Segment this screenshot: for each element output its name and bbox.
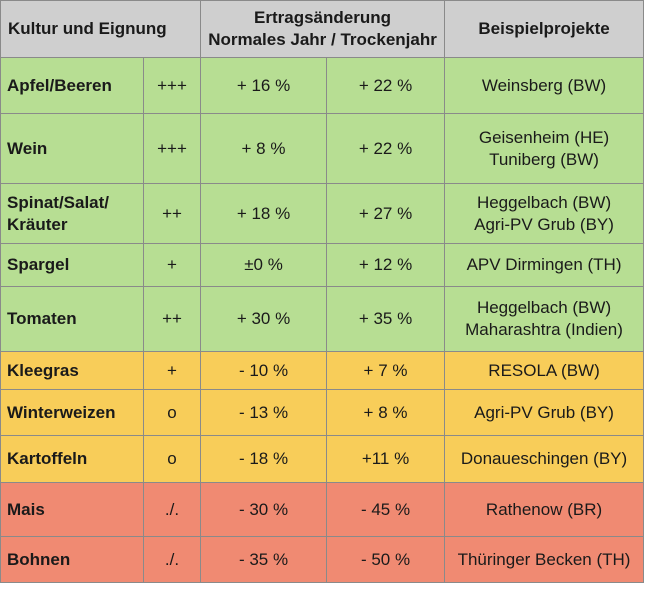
header-normal-year: Normales Jahr / [208, 30, 336, 49]
suitability-rating: ++ [142, 286, 202, 352]
example-project: Maharashtra (Indien) [465, 320, 623, 339]
header-change-title: Ertragsänderung [254, 8, 392, 27]
table-row: Bohnen ./. - 35 % - 50 % Thüringer Becken (T… [0, 536, 645, 583]
suitability-rating: + [142, 351, 202, 390]
table-row: Winterweizen o - 13 % + 8 % Agri-PV Grub (BY… [0, 389, 645, 436]
suitability-rating: +++ [142, 57, 202, 114]
header-row: Kultur und Eignung Ertragsänderung Norma… [0, 0, 645, 58]
crop-name-line: Winterweizen [7, 402, 116, 422]
crop-name-line: Tomaten [7, 309, 77, 328]
crop-name-line: Spinat/Salat/ [7, 192, 110, 212]
crop-name: Apfel/Beeren [0, 57, 144, 114]
table-row: Kartoffeln o - 18 % +11 % Donaueschingen (BY… [0, 435, 645, 483]
dry-year-change: + 22 % [326, 57, 446, 114]
normal-year-change: + 16 % [200, 57, 328, 114]
crop-name: Spargel [0, 243, 144, 287]
dry-year-change: + 7 % [326, 351, 446, 390]
normal-year-change: + 8 % [200, 113, 328, 184]
example-projects: RESOLA (BW) [444, 351, 645, 390]
example-projects: Agri-PV Grub (BY) [444, 389, 645, 436]
example-project: Thüringer Becken (TH) [457, 549, 631, 569]
crop-name-line: Apfel/Beeren [7, 75, 112, 95]
normal-year-change: - 35 % [200, 536, 328, 583]
example-projects: Donaueschingen (BY) [444, 435, 645, 483]
yield-table: Kultur und Eignung Ertragsänderung Norma… [0, 0, 645, 583]
example-projects: Weinsberg (BW) [444, 57, 645, 114]
normal-year-change: - 10 % [200, 351, 328, 390]
crop-name: Wein [0, 113, 144, 184]
example-project: Heggelbach (BW) [476, 298, 612, 317]
suitability-rating: ./. [142, 482, 202, 537]
table-row: Mais ./. - 30 % - 45 % Rathenow (BR) [0, 482, 645, 537]
header-culture: Kultur und Eignung [0, 0, 202, 58]
dry-year-change: + 22 % [326, 113, 446, 184]
example-project: Agri-PV Grub (BY) [474, 214, 614, 234]
header-years: Normales Jahr / Trockenjahr [201, 29, 444, 51]
example-project: Agri-PV Grub (BY) [474, 402, 614, 422]
example-project: Geisenheim (HE) [478, 127, 610, 147]
crop-name-line: Kräuter [7, 214, 68, 234]
example-project: APV Dirmingen (TH) [466, 255, 622, 274]
crop-name: Mais [0, 482, 144, 537]
example-project: Tuniberg (BW) [489, 149, 599, 169]
suitability-rating: +++ [142, 113, 202, 184]
example-projects: Thüringer Becken (TH) [444, 536, 645, 583]
suitability-rating: o [142, 435, 202, 483]
example-projects: APV Dirmingen (TH) [444, 243, 645, 287]
example-project: Donaueschingen (BY) [460, 449, 628, 468]
example-project: Heggelbach (BW) [476, 192, 612, 212]
dry-year-change: + 35 % [326, 286, 446, 352]
crop-name: Tomaten [0, 286, 144, 352]
example-projects: Heggelbach (BW) Maharashtra (Indien) [444, 286, 645, 352]
table-body: Apfel/Beeren +++ + 16 % + 22 % Weinsberg (BW… [0, 57, 645, 583]
crop-name: Spinat/Salat/Kräuter [0, 183, 144, 244]
dry-year-change: + 12 % [326, 243, 446, 287]
table-row: Wein +++ + 8 % + 22 % Geisenheim (HE) Tuniber… [0, 113, 645, 184]
suitability-rating: ./. [142, 536, 202, 583]
crop-name: Winterweizen [0, 389, 144, 436]
example-projects: Heggelbach (BW) Agri-PV Grub (BY) [444, 183, 645, 244]
dry-year-change: + 27 % [326, 183, 446, 244]
crop-name-line: Bohnen [7, 549, 71, 569]
table-row: Apfel/Beeren +++ + 16 % + 22 % Weinsberg (BW… [0, 57, 645, 114]
table-row: Tomaten ++ + 30 % + 35 % Heggelbach (BW) Maha… [0, 286, 645, 352]
crop-name: Kleegras [0, 351, 144, 390]
normal-year-change: + 18 % [200, 183, 328, 244]
example-projects: Rathenow (BR) [444, 482, 645, 537]
dry-year-change: +11 % [326, 435, 446, 483]
example-project: RESOLA (BW) [488, 360, 600, 380]
normal-year-change: ±0 % [200, 243, 328, 287]
example-project: Rathenow (BR) [485, 499, 603, 519]
table-row: Spinat/Salat/Kräuter ++ + 18 % + 27 % Heggel… [0, 183, 645, 244]
dry-year-change: - 50 % [326, 536, 446, 583]
crop-name-line: Kleegras [7, 360, 79, 380]
table-row: Spargel + ±0 % + 12 % APV Dirmingen (TH) [0, 243, 645, 287]
suitability-rating: o [142, 389, 202, 436]
crop-name-line: Kartoffeln [7, 449, 88, 468]
dry-year-change: + 8 % [326, 389, 446, 436]
normal-year-change: - 18 % [200, 435, 328, 483]
header-yield-change: Ertragsänderung Normales Jahr / Trockenj… [200, 0, 446, 58]
example-project: Weinsberg (BW) [481, 75, 607, 95]
suitability-rating: ++ [142, 183, 202, 244]
crop-name: Bohnen [0, 536, 144, 583]
crop-name-line: Mais [7, 499, 45, 519]
normal-year-change: + 30 % [200, 286, 328, 352]
crop-name: Kartoffeln [0, 435, 144, 483]
suitability-rating: + [142, 243, 202, 287]
example-projects: Geisenheim (HE) Tuniberg (BW) [444, 113, 645, 184]
dry-year-change: - 45 % [326, 482, 446, 537]
header-dry-year: Trockenjahr [340, 30, 437, 49]
crop-name-line: Spargel [7, 255, 70, 274]
header-examples: Beispielprojekte [444, 0, 645, 58]
table-row: Kleegras + - 10 % + 7 % RESOLA (BW) [0, 351, 645, 390]
normal-year-change: - 30 % [200, 482, 328, 537]
normal-year-change: - 13 % [200, 389, 328, 436]
crop-name-line: Wein [7, 138, 48, 158]
